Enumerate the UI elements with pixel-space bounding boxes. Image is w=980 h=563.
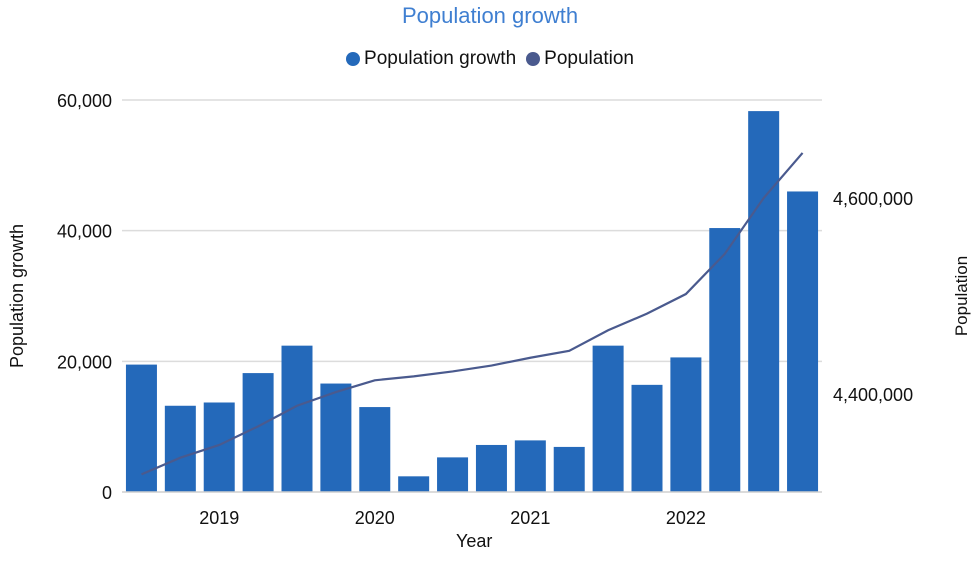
bar bbox=[514, 440, 546, 492]
legend-marker-population bbox=[526, 52, 541, 66]
bar bbox=[203, 402, 235, 492]
x-axis-tick-label: 2019 bbox=[199, 508, 239, 528]
bar bbox=[242, 373, 274, 492]
bar bbox=[320, 383, 352, 492]
right-axis-tick-label: 4,600,000 bbox=[833, 189, 913, 209]
legend-item-population-growth[interactable]: Population growth bbox=[346, 48, 516, 70]
bar bbox=[359, 407, 391, 492]
left-axis-title: Population growth bbox=[7, 224, 27, 368]
bar bbox=[553, 446, 585, 492]
x-axis-tick-label: 2022 bbox=[666, 508, 706, 528]
population-line bbox=[141, 152, 804, 476]
right-axis-title: Population bbox=[952, 256, 971, 336]
bar bbox=[164, 405, 196, 492]
legend-label: Population growth bbox=[364, 48, 517, 69]
bar bbox=[787, 191, 819, 492]
x-axis-title: Year bbox=[456, 531, 492, 551]
x-axis-tick-label: 2020 bbox=[355, 508, 395, 528]
bar bbox=[125, 364, 157, 492]
bar bbox=[281, 345, 313, 492]
left-axis-tick-label: 60,000 bbox=[57, 91, 112, 111]
bar bbox=[709, 228, 741, 492]
bar bbox=[670, 357, 702, 492]
legend-marker-population-growth bbox=[346, 52, 361, 66]
right-axis-tick-label: 4,400,000 bbox=[833, 385, 913, 405]
legend-label: Population bbox=[544, 48, 634, 69]
legend-item-population[interactable]: Population bbox=[526, 48, 634, 70]
bar bbox=[748, 111, 780, 493]
bar bbox=[631, 384, 663, 492]
left-axis-tick-label: 40,000 bbox=[57, 222, 112, 242]
left-axis-tick-label: 0 bbox=[102, 483, 112, 503]
chart-title: Population growth bbox=[401, 3, 579, 28]
x-axis-tick-label: 2021 bbox=[510, 508, 550, 528]
bar bbox=[475, 444, 507, 492]
left-axis-tick-label: 20,000 bbox=[57, 352, 112, 372]
bar bbox=[437, 457, 469, 492]
legend: Population growth Population bbox=[0, 48, 980, 70]
bar bbox=[398, 476, 430, 492]
bar bbox=[592, 345, 624, 492]
